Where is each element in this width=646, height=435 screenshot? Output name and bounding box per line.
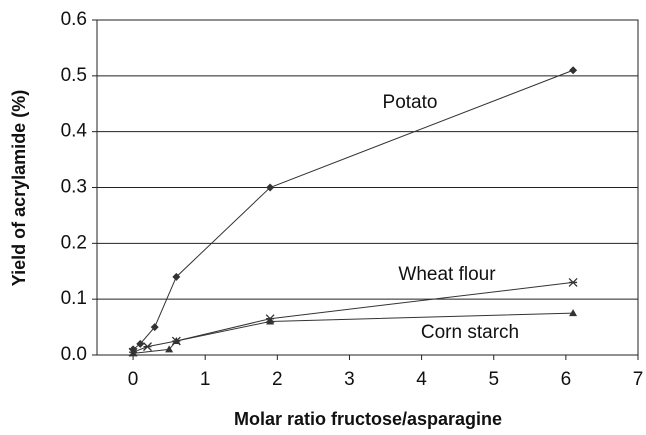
y-tick-label: 0.3 bbox=[61, 177, 87, 198]
x-tick-label: 4 bbox=[416, 369, 427, 390]
y-tick-label: 0.5 bbox=[61, 65, 87, 86]
y-tick-label: 0.6 bbox=[61, 9, 87, 30]
data-point bbox=[569, 309, 578, 317]
y-axis-title: Yield of acrylamide (%) bbox=[9, 90, 29, 286]
data-point bbox=[266, 183, 275, 192]
data-point bbox=[129, 349, 138, 357]
series-label: Corn starch bbox=[421, 322, 519, 343]
series-line bbox=[132, 69, 574, 350]
data-point bbox=[136, 339, 145, 348]
series-label: Wheat flour bbox=[398, 264, 496, 285]
y-tick-label: 0.0 bbox=[61, 344, 87, 365]
x-tick-label: 7 bbox=[633, 369, 644, 390]
x-axis-title: Molar ratio fructose/asparagine bbox=[234, 409, 502, 429]
x-tick-label: 3 bbox=[344, 369, 355, 390]
x-tick-label: 5 bbox=[488, 369, 499, 390]
data-point bbox=[150, 323, 159, 332]
y-tick-label: 0.1 bbox=[61, 288, 87, 309]
data-point bbox=[266, 317, 275, 325]
data-point bbox=[172, 272, 181, 281]
x-tick-label: 0 bbox=[128, 369, 139, 390]
data-point bbox=[172, 337, 181, 345]
y-tick-label: 0.2 bbox=[61, 232, 87, 253]
data-point bbox=[143, 342, 152, 352]
data-point bbox=[569, 66, 578, 75]
y-tick-label: 0.4 bbox=[61, 121, 88, 142]
x-tick-label: 1 bbox=[200, 369, 211, 390]
x-tick-label: 6 bbox=[561, 369, 572, 390]
series-label: Potato bbox=[383, 92, 438, 113]
data-point bbox=[165, 345, 174, 353]
data-point bbox=[568, 277, 578, 287]
x-tick-label: 2 bbox=[272, 369, 283, 390]
